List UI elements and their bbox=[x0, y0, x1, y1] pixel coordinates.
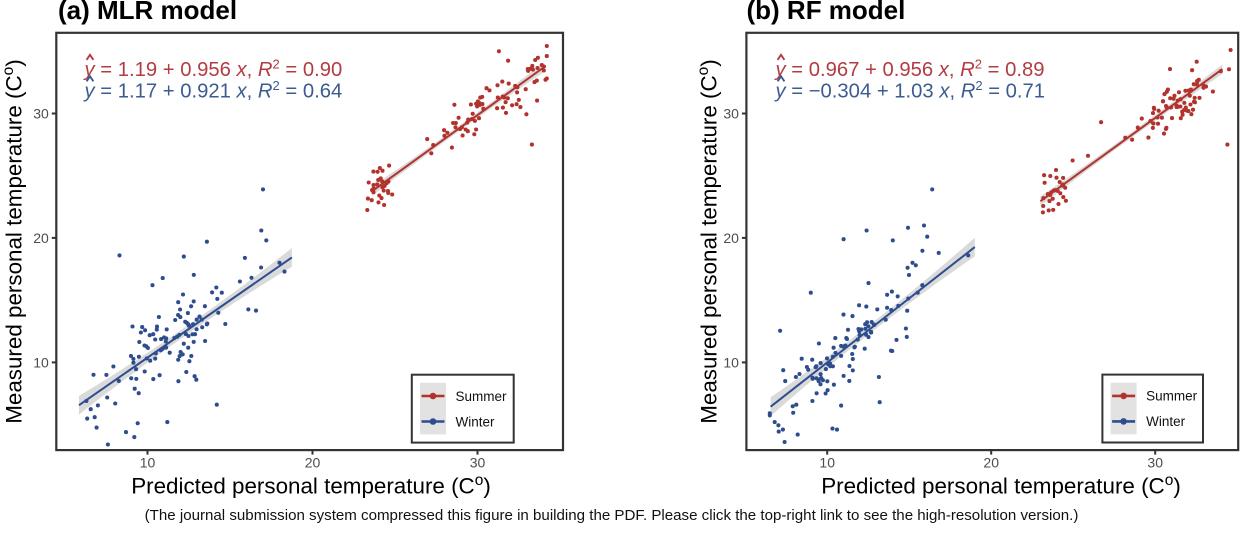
svg-text:30: 30 bbox=[470, 455, 486, 471]
svg-text:Predicted personal temperature: Predicted personal temperature (Co) bbox=[821, 472, 1181, 499]
svg-text:20: 20 bbox=[33, 230, 49, 246]
svg-text:Measured personal temperature: Measured personal temperature (Co) bbox=[0, 59, 27, 424]
svg-text:10: 10 bbox=[723, 354, 739, 370]
svg-text:Summer: Summer bbox=[1146, 389, 1198, 404]
svg-text:10: 10 bbox=[33, 354, 49, 370]
svg-text:Measured personal temperature: Measured personal temperature (Co) bbox=[695, 59, 722, 424]
svg-text:30: 30 bbox=[33, 106, 49, 122]
svg-text:10: 10 bbox=[140, 455, 156, 471]
svg-text:20: 20 bbox=[723, 230, 739, 246]
svg-text:y = 1.19 + 0.956 x, R2 = 0.90: y = 1.19 + 0.956 x, R2 = 0.90 bbox=[83, 57, 343, 82]
svg-text:y = −0.304 + 1.03 x, R2 = 0.71: y = −0.304 + 1.03 x, R2 = 0.71 bbox=[774, 78, 1046, 103]
svg-text:30: 30 bbox=[723, 106, 739, 122]
svg-text:Winter: Winter bbox=[1146, 414, 1186, 429]
svg-text:30: 30 bbox=[1147, 455, 1163, 471]
svg-text:20: 20 bbox=[983, 455, 999, 471]
svg-text:Predicted personal temperature: Predicted personal temperature (Co) bbox=[131, 472, 491, 499]
svg-text:20: 20 bbox=[305, 455, 321, 471]
svg-text:(b) RF model: (b) RF model bbox=[747, 0, 906, 25]
svg-text:10: 10 bbox=[819, 455, 835, 471]
svg-text:(a) MLR model: (a) MLR model bbox=[58, 0, 237, 25]
svg-text:y = 1.17 + 0.921 x, R2 = 0.64: y = 1.17 + 0.921 x, R2 = 0.64 bbox=[83, 78, 343, 103]
svg-text:y = 0.967 + 0.956 x, R2 = 0.89: y = 0.967 + 0.956 x, R2 = 0.89 bbox=[774, 57, 1045, 82]
svg-text:Summer: Summer bbox=[456, 389, 508, 404]
svg-text:(The journal submission system: (The journal submission system compresse… bbox=[145, 507, 1079, 524]
svg-text:Winter: Winter bbox=[456, 414, 496, 429]
